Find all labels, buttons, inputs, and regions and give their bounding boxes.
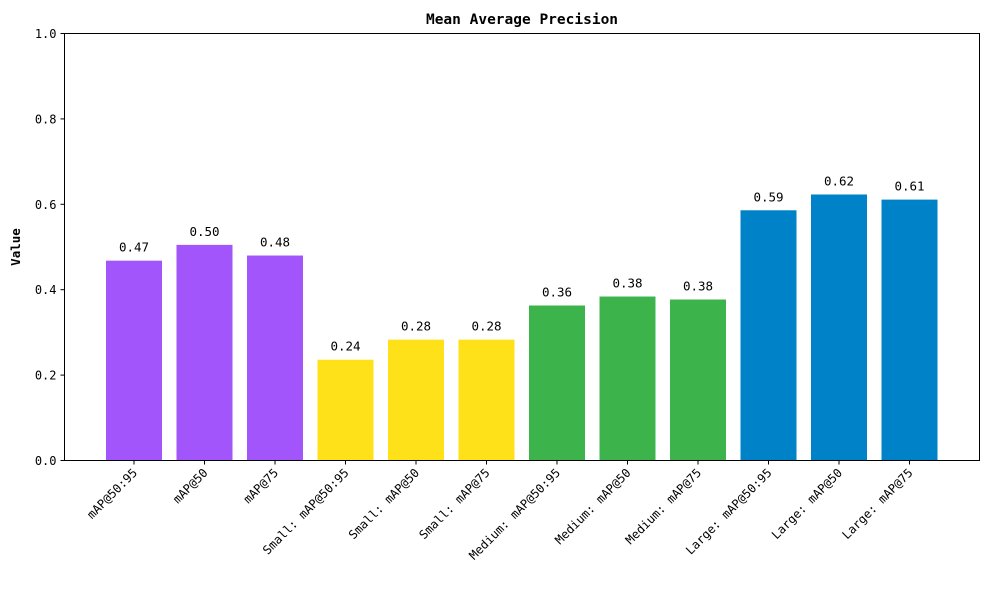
bar-value-label: 0.61 <box>894 179 924 194</box>
x-tick-label: Medium: mAP@75 <box>623 466 704 547</box>
y-tick-label: 0.4 <box>35 283 57 297</box>
x-tick-label: Medium: mAP@50 <box>552 466 633 547</box>
bar <box>740 210 797 461</box>
y-tick-label: 0.6 <box>35 198 57 212</box>
bar-value-label: 0.36 <box>542 284 572 299</box>
x-tick-label: Large: mAP@75 <box>839 466 915 542</box>
plot-area-frame <box>64 33 980 461</box>
bar <box>176 244 233 461</box>
x-tick-label: mAP@75 <box>241 466 282 507</box>
bar-value-label: 0.38 <box>612 276 642 291</box>
bar <box>106 260 162 461</box>
bar-value-label: 0.47 <box>119 240 149 255</box>
x-tick-label: Small: mAP@50 <box>346 466 422 542</box>
y-tick-label: 0.0 <box>35 454 57 468</box>
y-tick-label: 1.0 <box>35 27 57 41</box>
x-tick-label: mAP@50:95 <box>84 466 140 522</box>
bar-value-label: 0.38 <box>683 279 713 294</box>
bar <box>599 296 656 461</box>
y-tick-label: 0.2 <box>35 369 57 383</box>
bar-value-label: 0.59 <box>753 189 783 204</box>
bar-value-label: 0.62 <box>824 173 854 188</box>
bar-value-labels: 0.47 0.50 0.48 0.24 0.28 0.28 0.36 0.38 0.38 0.59… <box>119 173 925 353</box>
bar-value-label: 0.24 <box>330 339 360 354</box>
bar-value-label: 0.28 <box>401 319 431 334</box>
bar <box>811 194 867 461</box>
bar <box>247 255 303 461</box>
x-tick-label: mAP@50 <box>170 466 211 507</box>
bar <box>881 199 938 461</box>
bar <box>529 305 585 461</box>
bar-value-label: 0.50 <box>189 224 219 239</box>
x-tick-label: Small: mAP@75 <box>416 466 492 542</box>
bar <box>317 359 374 461</box>
y-axis-ticks: 0.0 0.2 0.4 0.6 0.8 1.0 <box>35 27 65 468</box>
bar-value-label: 0.28 <box>471 319 501 334</box>
chart-title: Mean Average Precision <box>426 12 618 28</box>
bars-group <box>106 194 938 461</box>
bar-value-label: 0.48 <box>260 235 290 250</box>
bar <box>670 299 726 461</box>
bar <box>388 339 444 461</box>
bar <box>458 339 515 461</box>
y-axis-label: Value <box>8 228 23 266</box>
y-tick-label: 0.8 <box>35 112 57 126</box>
x-tick-label: Large: mAP@50 <box>769 466 845 542</box>
